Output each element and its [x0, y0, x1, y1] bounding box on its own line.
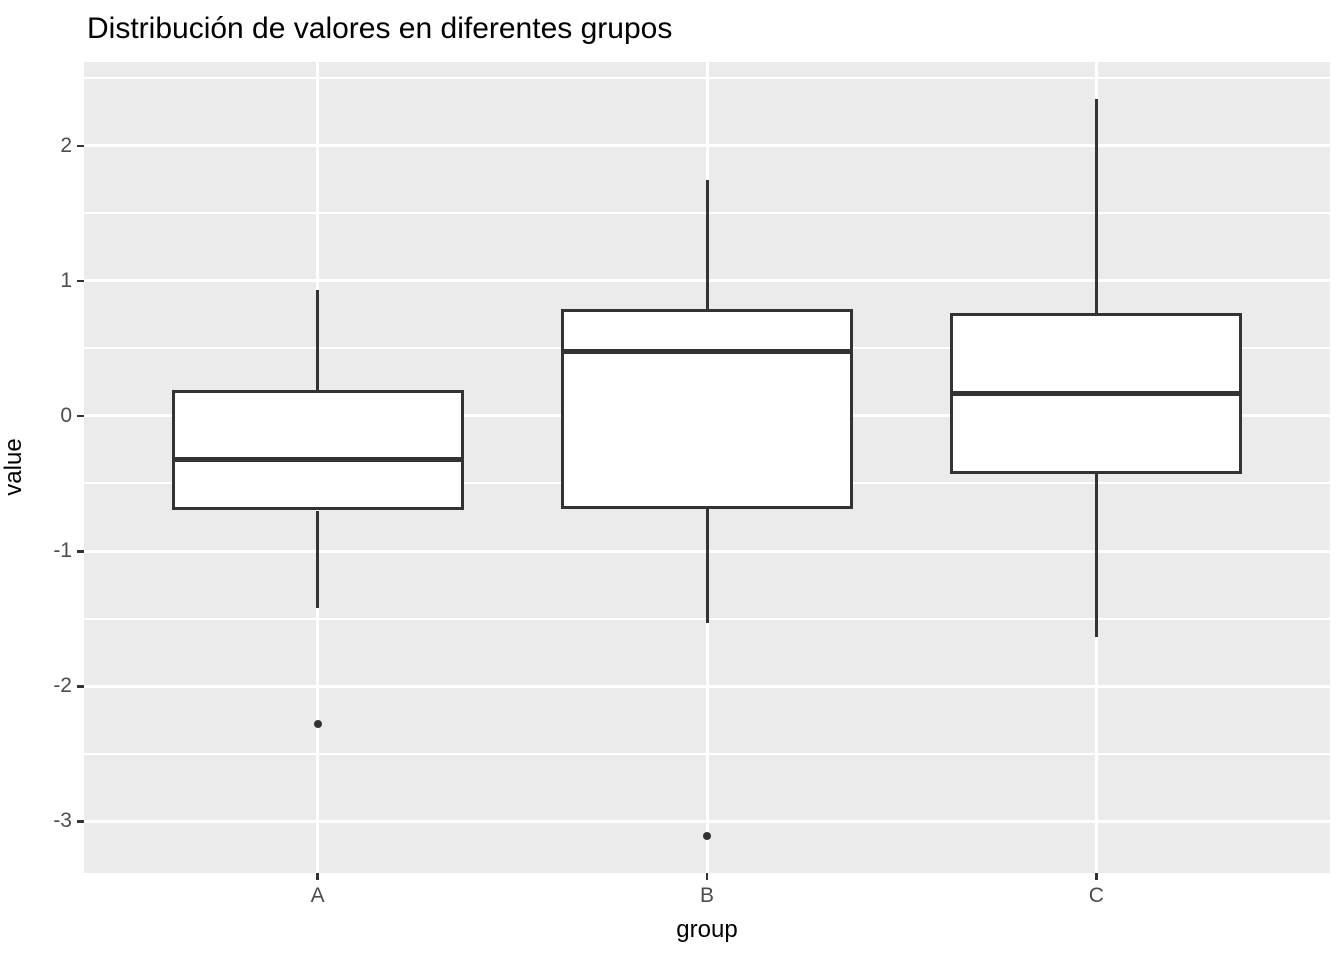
y-tick-label: -2 [53, 674, 72, 697]
x-tick-mark [316, 873, 319, 880]
plot-title: Distribución de valores en diferentes gr… [87, 12, 673, 45]
gridline-vertical-C [1094, 62, 1098, 873]
gridline-vertical-B [705, 62, 709, 873]
y-tick-label: -1 [53, 539, 72, 562]
x-tick-mark [705, 873, 709, 880]
y-axis-title: value [0, 438, 27, 496]
y-tick-mark [77, 279, 84, 283]
x-axis-title: group [676, 916, 738, 943]
y-tick-mark [77, 144, 84, 148]
y-tick-mark [77, 550, 84, 553]
y-tick-mark [77, 820, 84, 823]
x-tick-label-B: B [699, 884, 714, 907]
y-tick-mark [77, 414, 84, 418]
x-tick-label-A: A [310, 884, 325, 907]
y-tick-label: -3 [53, 809, 72, 833]
y-tick-label: 2 [60, 133, 72, 157]
x-tick-mark [1095, 873, 1098, 880]
plot-panel [84, 62, 1330, 873]
gridline-vertical-A [316, 62, 320, 873]
x-tick-label-C: C [1088, 884, 1104, 907]
y-tick-label: 1 [60, 268, 72, 292]
y-tick-label: 0 [60, 403, 72, 427]
y-tick-mark [77, 685, 84, 688]
